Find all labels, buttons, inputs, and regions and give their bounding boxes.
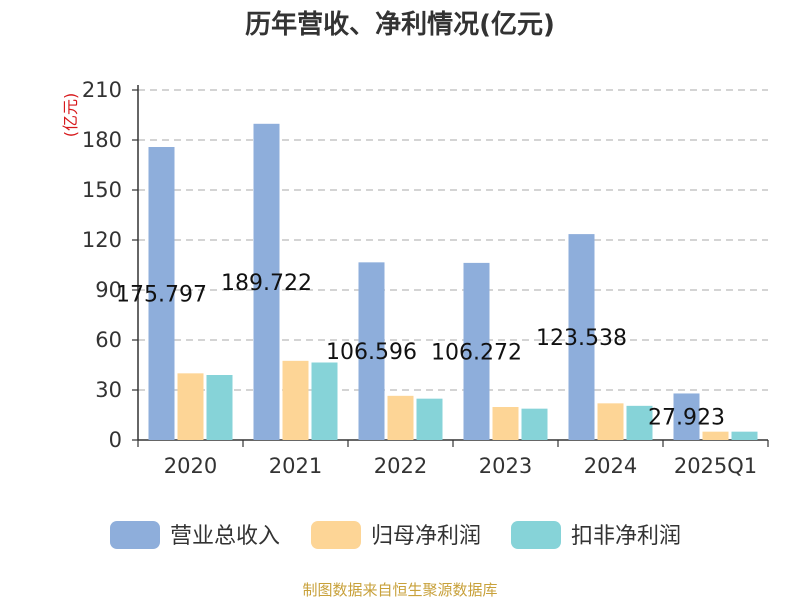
bar-归母净利润: [597, 403, 624, 440]
bar-营业总收入: [463, 262, 490, 440]
x-tick-label: 2022: [374, 454, 427, 478]
data-label: 106.596: [326, 340, 417, 365]
y-tick-label: 210: [82, 78, 122, 102]
y-tick-label: 60: [95, 328, 122, 352]
grid-lines: [138, 89, 768, 391]
legend-swatch: [110, 521, 160, 549]
bars: [148, 123, 758, 441]
legend-item-营业总收入[interactable]: 营业总收入: [110, 521, 280, 549]
x-tick-label: 2020: [164, 454, 217, 478]
y-tick-label: 180: [82, 128, 122, 152]
bar-归母净利润: [282, 360, 309, 440]
bar-扣非净利润: [206, 375, 233, 440]
bar-扣非净利润: [731, 431, 758, 440]
data-label: 27.923: [648, 406, 725, 431]
x-tick-label: 2024: [584, 454, 637, 478]
bar-归母净利润: [702, 431, 729, 440]
y-tick-label: 150: [82, 178, 122, 202]
data-label: 123.538: [536, 326, 627, 351]
bar-营业总收入: [673, 393, 700, 440]
legend-label: 营业总收入: [170, 524, 280, 549]
bar-营业总收入: [358, 262, 385, 440]
bar-归母净利润: [492, 407, 519, 440]
legend-label: 扣非净利润: [571, 524, 681, 549]
chart-title: 历年营收、净利情况(亿元): [245, 9, 555, 40]
bar-扣非净利润: [521, 408, 548, 440]
bar-营业总收入: [253, 123, 280, 441]
y-tick-label: 0: [109, 428, 122, 452]
y-axis-unit-label: (亿元): [61, 93, 80, 138]
legend-label: 归母净利润: [371, 524, 481, 549]
bar-扣非净利润: [311, 362, 338, 440]
bar-营业总收入: [148, 147, 175, 440]
legend[interactable]: 营业总收入 归母净利润 扣非净利润: [110, 521, 681, 549]
data-label: 106.272: [431, 340, 522, 365]
axes: 0 30 60 90 120 150 180 210 2020 2021 2022 2023 2024 2…: [82, 78, 769, 478]
data-label: 189.722: [221, 271, 312, 296]
legend-item-扣非净利润[interactable]: 扣非净利润: [511, 521, 681, 549]
legend-swatch: [311, 521, 361, 549]
x-tick-label: 2021: [269, 454, 322, 478]
y-tick-label: 30: [95, 378, 122, 402]
bar-营业总收入: [568, 234, 595, 440]
bar-扣非净利润: [626, 405, 653, 440]
data-labels: 175.797 189.722 106.596 106.272 123.538 27.92…: [116, 271, 725, 431]
legend-swatch: [511, 521, 561, 549]
data-source-note: 制图数据来自恒生聚源数据库: [302, 581, 497, 599]
x-tick-label: 2025Q1: [674, 454, 757, 478]
data-label: 175.797: [116, 283, 207, 308]
y-tick-label: 90: [95, 278, 122, 302]
x-tick-label: 2023: [479, 454, 532, 478]
bar-归母净利润: [387, 395, 414, 440]
legend-item-归母净利润[interactable]: 归母净利润: [311, 521, 481, 549]
bar-归母净利润: [177, 373, 204, 440]
bar-扣非净利润: [416, 398, 443, 440]
y-tick-label: 120: [82, 228, 122, 252]
